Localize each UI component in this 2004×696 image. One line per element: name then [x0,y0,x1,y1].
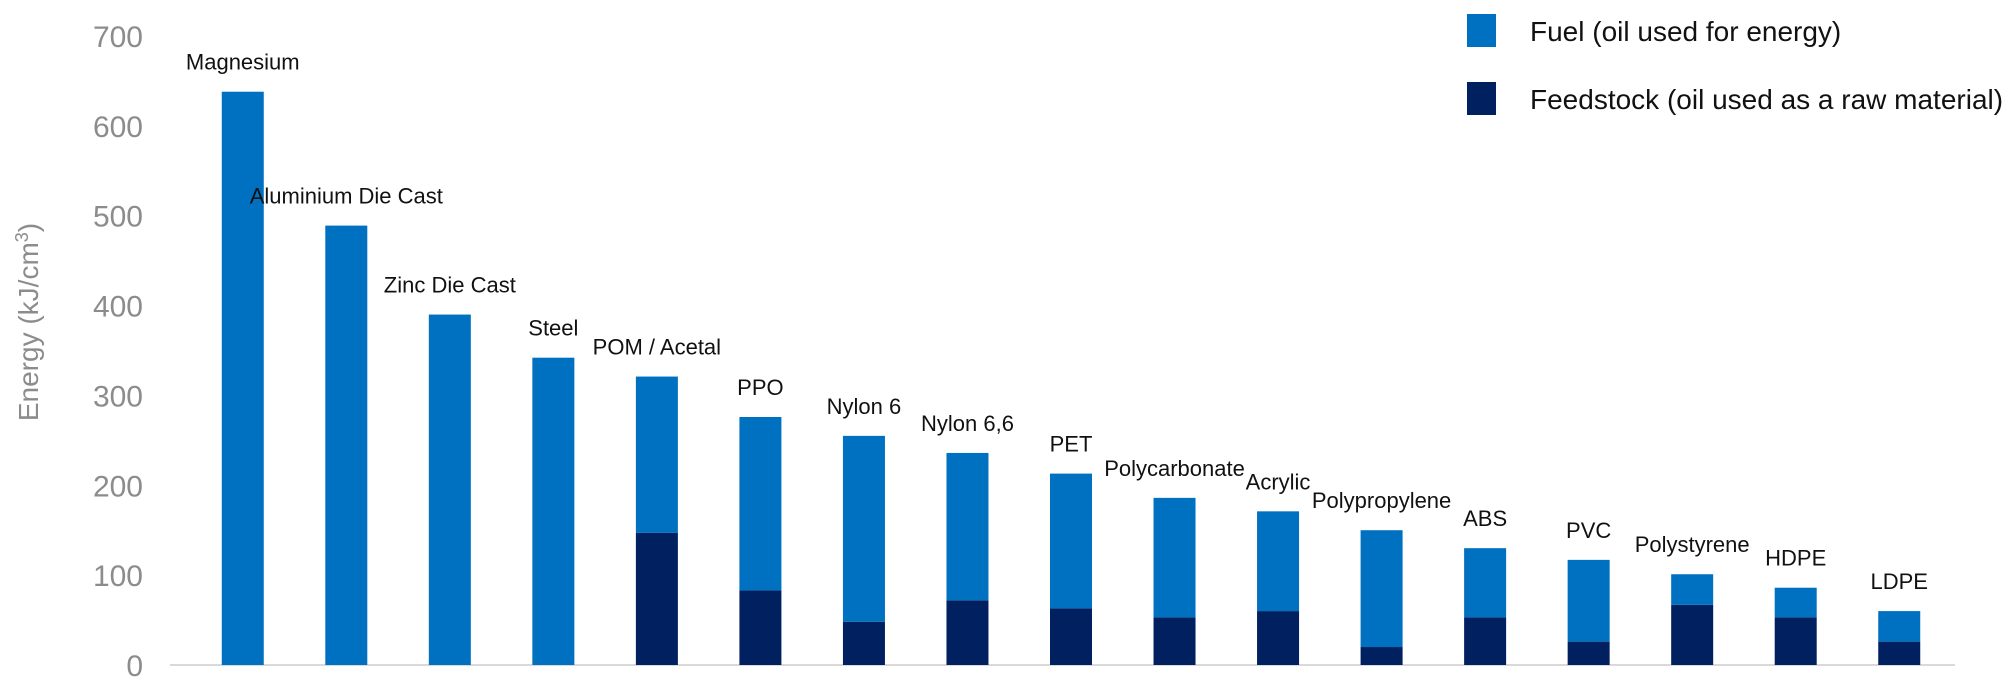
category-label: Zinc Die Cast [384,273,516,298]
category-label: Polycarbonate [1104,456,1245,481]
bar-fuel [842,435,885,622]
bar-feedstock [1567,641,1610,665]
bar-feedstock [1464,617,1507,665]
bars [221,91,1921,665]
category-label: HDPE [1765,546,1826,571]
category-label: PVC [1566,518,1611,543]
legend-label: Fuel (oil used for energy) [1530,16,1841,47]
bar-fuel [1257,511,1300,612]
bar-fuel [221,91,264,665]
y-tick-label: 0 [126,650,143,683]
category-label: LDPE [1870,569,1927,594]
y-tick-label: 500 [93,201,143,234]
legend: Fuel (oil used for energy) Feedstock (oil… [1467,14,2003,115]
category-label: Polypropylene [1312,488,1451,513]
category-label: ABS [1463,506,1507,531]
category-label: Nylon 6 [827,394,902,419]
bar-feedstock [1050,608,1092,665]
bar-fuel [532,357,575,665]
bar-feedstock [739,590,782,665]
y-axis-label: Energy (kJ/cm3) [12,223,44,421]
legend-swatch [1467,14,1496,47]
category-label: PPO [737,375,783,400]
bar-feedstock [1774,617,1817,665]
y-tick-label: 100 [93,560,143,593]
category-label: Magnesium [186,50,300,75]
bar-fuel [1671,574,1714,605]
y-tick-label: 700 [93,21,143,54]
legend-label: Feedstock (oil used as a raw material) [1530,84,2003,115]
bar-fuel [1774,587,1817,618]
bar-feedstock [1153,617,1196,665]
bar-fuel [1878,611,1921,642]
category-label: Polystyrene [1635,532,1750,557]
category-label: Aluminium Die Cast [250,184,443,209]
category-label: Steel [528,316,578,341]
legend-swatch [1467,82,1496,115]
bar-fuel [1567,559,1610,642]
category-label: POM / Acetal [593,335,721,360]
bar-fuel [635,376,678,533]
y-tick-label: 400 [93,291,143,324]
bar-fuel [428,314,471,665]
bar-feedstock [842,621,885,665]
y-tick-label: 600 [93,111,143,144]
y-axis: 0 100 200 300 400 500 600 700 [93,21,143,683]
bar-fuel [1360,530,1403,648]
bar-feedstock [1360,647,1403,665]
category-labels: Magnesium Aluminium Die Cast Zinc Die Cast… [186,50,1928,594]
bar-feedstock [1671,604,1714,665]
bar-feedstock [946,600,989,665]
bar-fuel [946,452,989,601]
bar-fuel [1153,497,1196,618]
bar-fuel [739,416,782,591]
category-label: Acrylic [1246,469,1311,494]
bar-fuel [325,225,368,665]
bar-feedstock [1257,611,1300,665]
category-label: PET [1050,432,1093,457]
y-tick-label: 200 [93,470,143,503]
bar-fuel [1050,473,1092,609]
category-label: Nylon 6,6 [921,411,1014,436]
bar-feedstock [1878,641,1921,665]
y-tick-label: 300 [93,380,143,413]
bar-feedstock [635,532,678,665]
bar-fuel [1464,548,1507,618]
